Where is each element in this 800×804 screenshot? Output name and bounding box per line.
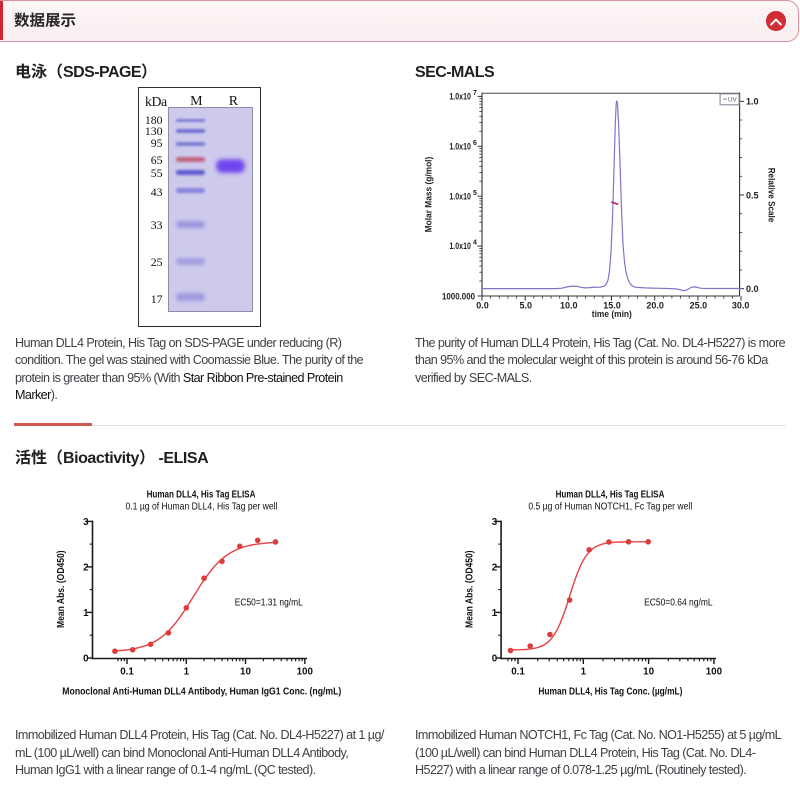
svg-text:1.0: 1.0 bbox=[746, 97, 759, 107]
svg-text:10: 10 bbox=[643, 667, 654, 678]
svg-text:0.1: 0.1 bbox=[120, 667, 134, 678]
svg-text:Monoclonal Anti-Human DLL4 Ant: Monoclonal Anti-Human DLL4 Antibody, Hum… bbox=[62, 687, 341, 698]
svg-text:25.0: 25.0 bbox=[690, 301, 708, 311]
svg-text:100: 100 bbox=[706, 667, 723, 678]
svg-text:1: 1 bbox=[184, 667, 190, 678]
svg-text:15.0: 15.0 bbox=[603, 301, 621, 311]
svg-text:30.0: 30.0 bbox=[732, 301, 750, 311]
svg-text:1000.000: 1000.000 bbox=[442, 291, 475, 301]
svg-text:1: 1 bbox=[581, 667, 587, 678]
svg-text:5: 5 bbox=[473, 190, 477, 197]
svg-text:Human DLL4, His Tag Conc. (µg/: Human DLL4, His Tag Conc. (µg/mL) bbox=[538, 687, 682, 698]
svg-text:Mean Abs. (OD450): Mean Abs. (OD450) bbox=[56, 550, 67, 628]
svg-text:6: 6 bbox=[473, 140, 477, 147]
svg-text:time (min): time (min) bbox=[592, 309, 632, 320]
svg-text:1.0x10: 1.0x10 bbox=[449, 92, 471, 102]
svg-text:Human DLL4, His Tag ELISA: Human DLL4, His Tag ELISA bbox=[147, 490, 256, 501]
svg-text:1.0x10: 1.0x10 bbox=[449, 191, 471, 201]
svg-text:1: 1 bbox=[492, 608, 498, 619]
svg-text:EC50=1.31 ng/mL: EC50=1.31 ng/mL bbox=[235, 597, 303, 608]
svg-text:1.0x10: 1.0x10 bbox=[449, 141, 471, 151]
svg-text:10: 10 bbox=[240, 667, 251, 678]
svg-text:UV: UV bbox=[728, 97, 738, 104]
svg-text:EC50=0.64 ng/mL: EC50=0.64 ng/mL bbox=[644, 597, 713, 608]
svg-text:0.5: 0.5 bbox=[746, 190, 759, 200]
svg-text:1: 1 bbox=[83, 608, 89, 619]
svg-text:Human DLL4, His Tag ELISA: Human DLL4, His Tag ELISA bbox=[556, 490, 665, 501]
svg-text:Mean Abs. (OD450): Mean Abs. (OD450) bbox=[465, 550, 476, 628]
svg-text:Molar Mass (g/mol): Molar Mass (g/mol) bbox=[424, 157, 435, 233]
svg-text:0.0: 0.0 bbox=[476, 301, 489, 311]
svg-text:20.0: 20.0 bbox=[646, 301, 664, 311]
svg-text:2: 2 bbox=[83, 562, 89, 573]
svg-text:0.1 µg of Human DLL4, His Tag: 0.1 µg of Human DLL4, His Tag per well bbox=[126, 501, 278, 512]
svg-text:0.5 µg of Human NOTCH1, Fc Tag: 0.5 µg of Human NOTCH1, Fc Tag per well bbox=[528, 501, 692, 512]
svg-text:Relative Scale: Relative Scale bbox=[766, 168, 777, 223]
svg-text:2: 2 bbox=[492, 562, 498, 573]
svg-text:0: 0 bbox=[83, 654, 89, 665]
svg-text:7: 7 bbox=[473, 90, 477, 97]
svg-text:3: 3 bbox=[83, 517, 89, 528]
svg-text:3: 3 bbox=[492, 517, 498, 528]
svg-text:4: 4 bbox=[473, 240, 477, 247]
svg-text:0.1: 0.1 bbox=[511, 667, 525, 678]
svg-text:100: 100 bbox=[297, 667, 314, 678]
svg-text:0: 0 bbox=[492, 654, 498, 665]
svg-text:1.0x10: 1.0x10 bbox=[449, 241, 471, 251]
svg-text:10.0: 10.0 bbox=[560, 301, 578, 311]
svg-text:5.0: 5.0 bbox=[519, 301, 532, 311]
svg-text:0.0: 0.0 bbox=[746, 284, 759, 294]
